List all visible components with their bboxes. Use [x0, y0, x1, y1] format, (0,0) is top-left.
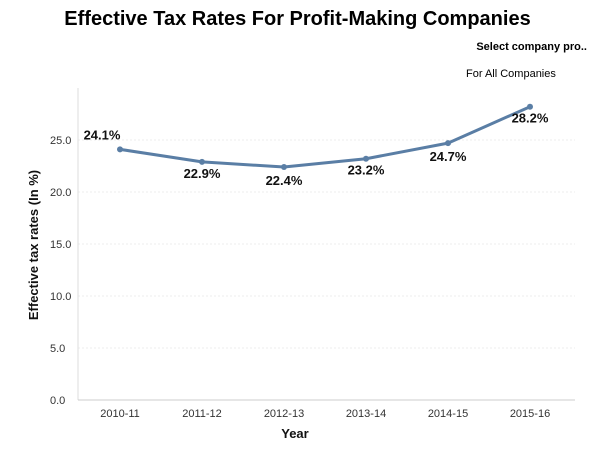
chart-title: Effective Tax Rates For Profit-Making Co… [64, 8, 531, 30]
x-tick-label: 2014-15 [428, 408, 468, 420]
y-axis: 0.0 5.0 10.0 15.0 20.0 25.0 [50, 88, 79, 407]
data-label: 22.9% [184, 166, 221, 181]
series-line [119, 105, 531, 169]
y-tick-label: 0.0 [50, 395, 65, 407]
x-tick-label: 2010-11 [100, 408, 140, 420]
y-tick-label: 20.0 [50, 187, 71, 199]
data-labels: 24.1% 22.9% 22.4% 23.2% 24.7% 28.2% [84, 111, 549, 188]
x-axis-title: Year [281, 426, 308, 441]
grid-lines [78, 139, 575, 401]
y-tick-label: 25.0 [50, 135, 71, 147]
data-point[interactable] [199, 158, 205, 165]
x-tick-label: 2011-12 [182, 408, 222, 420]
series-line-path [119, 105, 531, 169]
data-label: 22.4% [266, 173, 303, 188]
y-tick-label: 5.0 [50, 343, 65, 355]
data-point[interactable] [363, 155, 369, 162]
x-tick-label: 2015-16 [510, 408, 550, 420]
data-point[interactable] [117, 146, 123, 153]
data-label: 28.2% [512, 111, 549, 126]
x-axis: 2010-11 2011-12 2012-13 2013-14 2014-15 2015-… [78, 399, 575, 420]
data-point[interactable] [281, 164, 287, 171]
y-tick-label: 10.0 [50, 291, 71, 303]
data-point[interactable] [445, 140, 451, 147]
data-point[interactable] [527, 103, 533, 110]
x-tick-label: 2013-14 [346, 408, 386, 420]
company-profile-selector-value[interactable]: For All Companies [466, 68, 556, 80]
x-tick-label: 2012-13 [264, 408, 304, 420]
company-profile-selector-label[interactable]: Select company pro.. [476, 41, 587, 53]
data-label: 24.1% [84, 127, 121, 142]
y-axis-title: Effective tax rates (In %) [26, 170, 41, 320]
data-points [117, 103, 533, 171]
data-label: 24.7% [430, 149, 467, 164]
y-tick-label: 15.0 [50, 239, 71, 251]
data-label: 23.2% [348, 163, 385, 178]
